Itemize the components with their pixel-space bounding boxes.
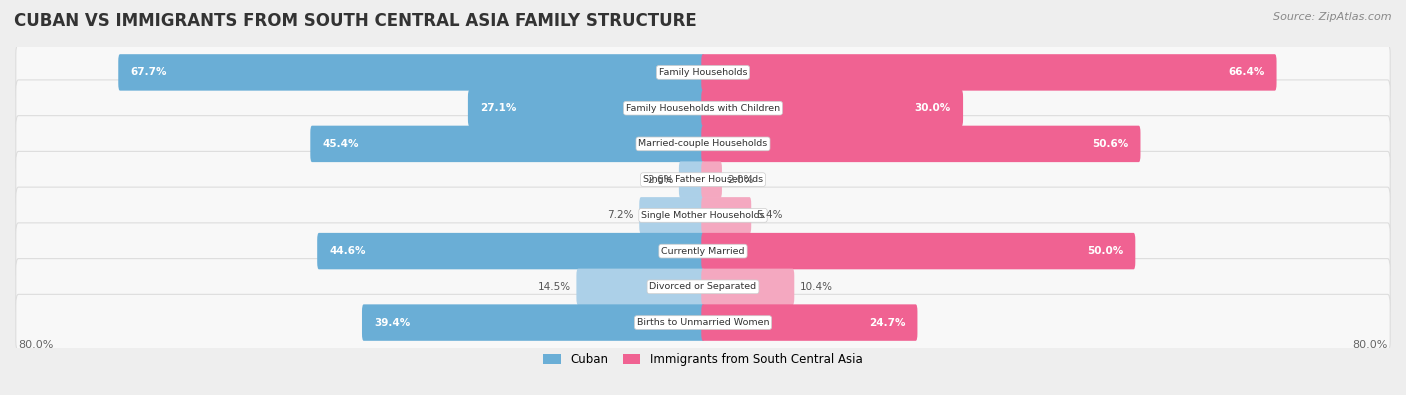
FancyBboxPatch shape [576, 269, 704, 305]
FancyBboxPatch shape [15, 80, 1391, 136]
Text: 5.4%: 5.4% [756, 211, 783, 220]
FancyBboxPatch shape [118, 54, 704, 90]
Text: Single Father Households: Single Father Households [643, 175, 763, 184]
FancyBboxPatch shape [15, 223, 1391, 279]
FancyBboxPatch shape [702, 54, 1277, 90]
Text: Family Households with Children: Family Households with Children [626, 103, 780, 113]
FancyBboxPatch shape [702, 197, 751, 233]
FancyBboxPatch shape [361, 305, 704, 341]
Text: Family Households: Family Households [659, 68, 747, 77]
Text: Divorced or Separated: Divorced or Separated [650, 282, 756, 292]
Text: 24.7%: 24.7% [869, 318, 905, 327]
Text: 39.4%: 39.4% [374, 318, 411, 327]
Text: 45.4%: 45.4% [322, 139, 359, 149]
Text: 14.5%: 14.5% [538, 282, 571, 292]
Text: CUBAN VS IMMIGRANTS FROM SOUTH CENTRAL ASIA FAMILY STRUCTURE: CUBAN VS IMMIGRANTS FROM SOUTH CENTRAL A… [14, 12, 697, 30]
Text: Single Mother Households: Single Mother Households [641, 211, 765, 220]
Text: 80.0%: 80.0% [18, 340, 53, 350]
FancyBboxPatch shape [15, 116, 1391, 172]
FancyBboxPatch shape [15, 294, 1391, 351]
Text: 27.1%: 27.1% [479, 103, 516, 113]
Text: 7.2%: 7.2% [607, 211, 634, 220]
FancyBboxPatch shape [318, 233, 704, 269]
FancyBboxPatch shape [15, 187, 1391, 244]
Text: 2.0%: 2.0% [727, 175, 754, 184]
FancyBboxPatch shape [702, 126, 1140, 162]
FancyBboxPatch shape [15, 44, 1391, 101]
FancyBboxPatch shape [702, 90, 963, 126]
Text: Births to Unmarried Women: Births to Unmarried Women [637, 318, 769, 327]
FancyBboxPatch shape [702, 269, 794, 305]
Text: 30.0%: 30.0% [915, 103, 950, 113]
FancyBboxPatch shape [702, 162, 721, 198]
Text: 50.0%: 50.0% [1087, 246, 1123, 256]
Text: 80.0%: 80.0% [1353, 340, 1388, 350]
FancyBboxPatch shape [640, 197, 704, 233]
FancyBboxPatch shape [702, 233, 1135, 269]
FancyBboxPatch shape [468, 90, 704, 126]
FancyBboxPatch shape [15, 151, 1391, 208]
Text: Married-couple Households: Married-couple Households [638, 139, 768, 149]
FancyBboxPatch shape [679, 162, 704, 198]
Legend: Cuban, Immigrants from South Central Asia: Cuban, Immigrants from South Central Asi… [543, 353, 863, 366]
Text: 50.6%: 50.6% [1092, 139, 1129, 149]
Text: 10.4%: 10.4% [800, 282, 832, 292]
Text: 44.6%: 44.6% [329, 246, 366, 256]
FancyBboxPatch shape [702, 305, 918, 341]
Text: 67.7%: 67.7% [131, 68, 167, 77]
Text: 2.6%: 2.6% [647, 175, 673, 184]
FancyBboxPatch shape [15, 259, 1391, 315]
Text: Source: ZipAtlas.com: Source: ZipAtlas.com [1274, 12, 1392, 22]
Text: 66.4%: 66.4% [1227, 68, 1264, 77]
FancyBboxPatch shape [311, 126, 704, 162]
Text: Currently Married: Currently Married [661, 246, 745, 256]
